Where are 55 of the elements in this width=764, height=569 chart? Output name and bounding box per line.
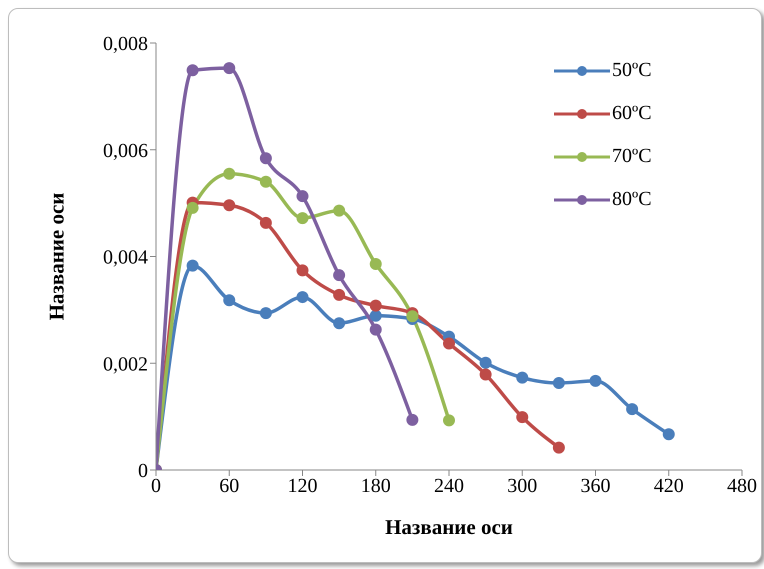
x-tick-label: 360: [580, 475, 610, 498]
point: [186, 260, 199, 272]
point: [516, 372, 528, 384]
point: [296, 291, 308, 304]
point: [333, 204, 346, 217]
point: [333, 269, 346, 282]
point: [552, 377, 565, 389]
point: [260, 216, 272, 229]
point: [296, 190, 308, 202]
point: [223, 168, 236, 180]
x-tick-label: 420: [654, 475, 684, 498]
point: [370, 324, 382, 336]
y-tick-label: 0,004: [103, 246, 148, 269]
x-tick-label: 120: [288, 475, 318, 498]
point: [443, 338, 455, 350]
point: [223, 62, 236, 74]
point: [260, 176, 272, 188]
point: [626, 403, 638, 416]
y-tick-label: 0,002: [103, 353, 148, 376]
point: [662, 428, 675, 440]
x-tick-label: 60: [219, 475, 240, 498]
point: [370, 300, 382, 312]
point: [480, 368, 492, 380]
point: [406, 414, 418, 426]
point: [260, 307, 272, 320]
point: [186, 64, 199, 76]
legend-label: 80ºC: [612, 188, 652, 211]
x-tick-label: 480: [727, 475, 757, 498]
point: [186, 202, 199, 214]
point: [296, 264, 308, 276]
point: [260, 152, 272, 164]
point: [590, 374, 602, 387]
point: [516, 411, 528, 424]
x-axis-title: Название оси: [385, 515, 513, 539]
x-tick-label: 180: [360, 475, 391, 498]
point: [333, 317, 346, 330]
legend-label: 60ºC: [612, 102, 652, 125]
point: [406, 310, 418, 322]
point: [296, 212, 308, 224]
y-tick-label: 0,008: [103, 33, 148, 56]
y-axis-title: Название оси: [44, 192, 68, 320]
point: [443, 414, 455, 426]
point: [480, 356, 492, 369]
legend-label: 50ºC: [612, 59, 652, 82]
x-tick-label: 300: [507, 475, 538, 498]
point: [333, 288, 346, 301]
point: [223, 294, 236, 306]
point: [552, 442, 565, 454]
point: [370, 258, 382, 270]
y-tick-label: 0,006: [103, 140, 148, 162]
y-tick-label: 0: [138, 460, 148, 482]
point: [370, 310, 382, 322]
x-tick-label: 240: [434, 475, 464, 498]
legend-label: 70ºC: [612, 145, 652, 168]
point: [223, 199, 236, 212]
